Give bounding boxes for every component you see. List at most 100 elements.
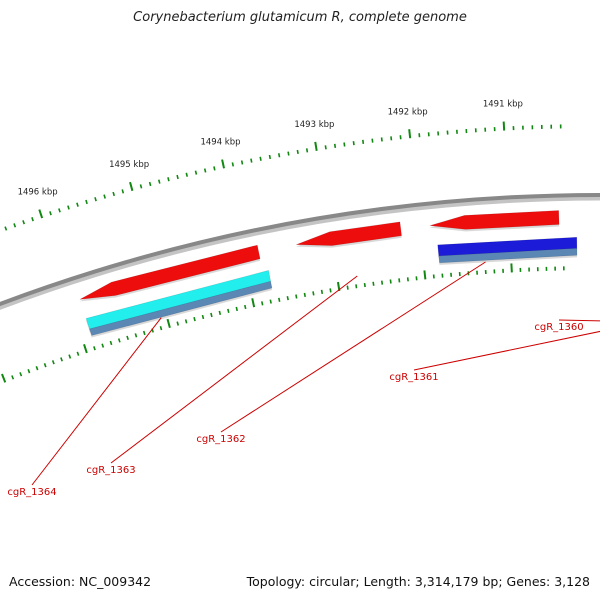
gene-labels: cgR_1360 cgR_1361 cgR_1362 cgR_1363 cgR_1364 [7, 261, 600, 498]
inner-tick [11, 375, 15, 380]
outer-tick [85, 199, 88, 205]
inner-tick [303, 292, 306, 298]
inner-tick [126, 335, 129, 341]
gene-cgR-1364 [79, 244, 261, 300]
tick-label: 1492 kbp [388, 107, 428, 117]
inner-tick [235, 306, 238, 312]
outer-tick [76, 202, 79, 207]
accession-label: Accession: NC_009342 [9, 574, 152, 589]
inner-tick [176, 321, 180, 326]
inner-tick [389, 279, 392, 284]
inner-tick [346, 285, 349, 290]
inner-tick [51, 360, 55, 365]
outer-tick [268, 154, 272, 160]
inner-tick [101, 343, 105, 348]
inner-tick [423, 270, 427, 280]
outer-tick [139, 184, 143, 189]
inner-tick [27, 369, 31, 374]
inner-tick [286, 296, 289, 301]
inner-tick [244, 304, 247, 310]
inner-tick [201, 314, 205, 320]
inner-tick [93, 346, 96, 351]
inner-tick [184, 319, 188, 324]
leader-line [110, 275, 358, 464]
gene-label: cgR_1363 [86, 465, 135, 476]
tick-label: 1496 kbp [18, 187, 58, 197]
inner-tick [312, 291, 315, 296]
gene-features [79, 210, 578, 336]
outer-tick [31, 217, 34, 222]
inner-tick [35, 366, 39, 371]
inner-tick [83, 344, 88, 354]
outer-tick [176, 174, 179, 180]
tick-label: 1495 kbp [109, 160, 149, 170]
outer-tick [287, 151, 290, 156]
inner-tick [295, 294, 298, 299]
outer-tick [49, 211, 52, 216]
outer-tick [324, 145, 327, 150]
gene-label: cgR_1360 [534, 322, 583, 333]
inner-tick [76, 351, 80, 356]
outer-tick [343, 142, 346, 147]
outer-tick [203, 168, 207, 173]
inner-tick-ring [1, 263, 565, 383]
outer-tick [278, 153, 281, 158]
outer-tick [185, 172, 189, 177]
tick-label: 1494 kbp [200, 138, 240, 148]
outer-tick [371, 138, 374, 143]
outer-tick [148, 181, 152, 187]
inner-tick [218, 310, 222, 316]
leader-line [220, 261, 486, 433]
inner-tick [363, 282, 366, 288]
outer-tick [94, 197, 97, 202]
outer-tick [129, 181, 134, 192]
topology-summary: Topology: circular; Length: 3,314,179 bp… [246, 574, 590, 589]
gene-cgR-1363 [296, 221, 402, 246]
inner-tick [68, 354, 72, 359]
inner-tick [227, 308, 230, 314]
outer-tick-ring: 1491 kbp 1492 kbp 1493 kbp 1494 kbp 1495 kbp… [4, 100, 562, 231]
inner-tick [372, 281, 375, 286]
inner-tick [19, 372, 23, 377]
inner-tick [269, 299, 272, 304]
inner-tick [109, 340, 113, 346]
inner-tick [142, 330, 146, 336]
outer-tick [296, 149, 299, 155]
leader-line [413, 330, 600, 371]
tick-label: 1491 kbp [483, 100, 523, 110]
outer-tick [194, 170, 198, 175]
inner-tick [380, 280, 384, 285]
outer-tick [352, 141, 355, 146]
outer-tick [13, 223, 17, 228]
inner-tick [117, 338, 121, 343]
outer-tick [112, 191, 116, 197]
outer-tick [250, 158, 253, 163]
outer-tick [38, 209, 44, 219]
inner-tick [261, 301, 264, 306]
outer-tick [333, 143, 337, 148]
genome-backbone [0, 192, 600, 307]
inner-tick [166, 318, 171, 329]
gene-label: cgR_1364 [7, 487, 56, 498]
outer-tick [314, 141, 318, 151]
gene-cgR-1362 [429, 210, 560, 230]
outer-tick [58, 208, 61, 213]
outer-tick [67, 205, 70, 210]
outer-tick [103, 194, 106, 199]
inner-tick [43, 363, 47, 368]
gene-track-steel [89, 280, 273, 336]
inner-tick [159, 326, 163, 331]
outer-tick [305, 148, 309, 153]
outer-tick [259, 156, 262, 161]
outer-tick [167, 177, 170, 182]
tick-label: 1493 kbp [294, 120, 334, 130]
inner-tick [193, 317, 196, 322]
inner-tick [278, 297, 281, 302]
inner-tick [60, 357, 63, 362]
outer-tick [158, 179, 161, 184]
inner-tick [210, 312, 213, 318]
inner-tick [355, 284, 358, 289]
outer-tick [121, 189, 125, 194]
inner-tick [251, 298, 256, 308]
